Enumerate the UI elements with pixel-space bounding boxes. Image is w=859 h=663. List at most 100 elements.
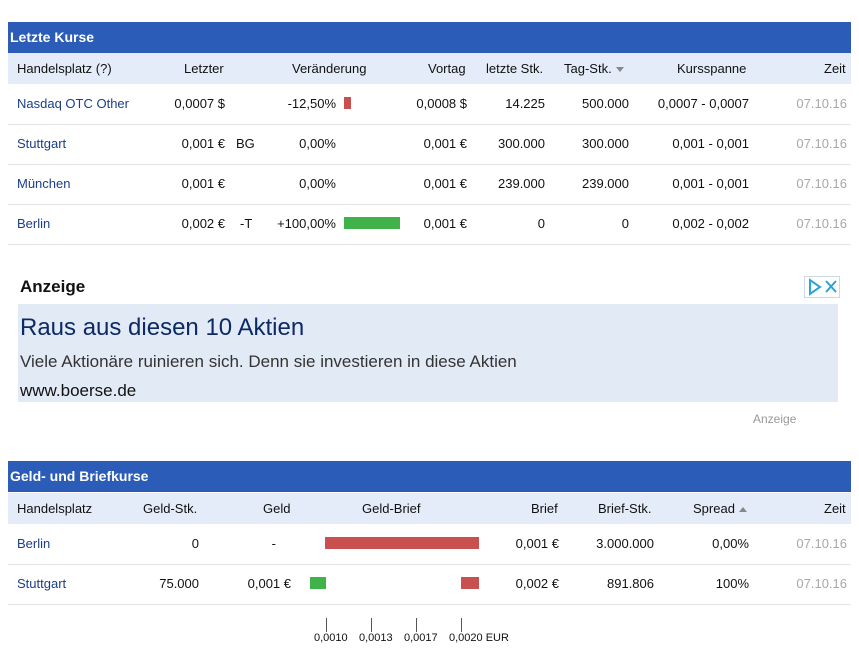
brief-bar — [461, 577, 479, 589]
row-veraenderung: +100,00% — [277, 216, 336, 231]
close-icon[interactable] — [824, 277, 838, 297]
row-letzter: 0,001 € — [181, 176, 225, 191]
row-letzte-stk: 0 — [537, 216, 545, 231]
row-tag-stk: 500.000 — [582, 96, 629, 111]
col-handelsplatz[interactable]: Handelsplatz — [17, 501, 93, 516]
axis-label: 0,0013 — [359, 632, 393, 644]
row-spread: 100% — [715, 576, 749, 591]
col-letzte-stk[interactable]: letzte Stk. — [486, 61, 544, 76]
col-kursspanne[interactable]: Kursspanne — [677, 61, 747, 76]
row-handelsplatz-link[interactable]: Stuttgart — [17, 136, 67, 151]
geld-brief-axis: 0,0010 0,0013 0,0017 0,0020 EUR — [310, 618, 530, 648]
row-vortag: 0,001 € — [423, 176, 467, 191]
col-brief-stk[interactable]: Brief-Stk. — [598, 501, 652, 516]
row-geld: 0,001 € — [247, 576, 291, 591]
col-geld[interactable]: Geld — [263, 501, 291, 516]
row-tag-stk: 0 — [621, 216, 629, 231]
table-row: Berlin 0,002 € -T +100,00% 0,001 € 0 0 0… — [8, 204, 851, 245]
col-vortag[interactable]: Vortag — [428, 61, 466, 76]
ad-url[interactable]: www.boerse.de — [20, 381, 137, 400]
row-zeit: 07.10.16 — [796, 96, 847, 111]
table-row: Stuttgart 0,001 € BG 0,00% 0,001 € 300.0… — [8, 124, 851, 165]
row-zeit: 07.10.16 — [796, 576, 847, 591]
row-geld: - — [271, 536, 276, 551]
col-handelsplatz[interactable]: Handelsplatz (?) — [17, 61, 112, 76]
col-veraenderung[interactable]: Veränderung — [292, 61, 367, 76]
axis-tick — [461, 618, 462, 632]
ad-banner[interactable]: Raus aus diesen 10 Aktien Viele Aktionär… — [18, 304, 838, 402]
row-kursspanne: 0,001 - 0,001 — [672, 176, 749, 191]
row-handelsplatz-link[interactable]: München — [17, 176, 71, 191]
col-spread[interactable]: Spread — [693, 493, 747, 524]
row-letzte-stk: 14.225 — [505, 96, 545, 111]
section-title-letzte-kurse: Letzte Kurse — [8, 22, 851, 53]
row-vortag: 0,0008 $ — [416, 96, 467, 111]
geld-brief-bar — [325, 537, 479, 549]
table-row: Berlin 0 - 0,001 € 3.000.000 0,00% 07.10… — [8, 524, 851, 565]
table-row: Stuttgart 75.000 0,001 € 0,002 € 891.806… — [8, 564, 851, 605]
ad-title[interactable]: Raus aus diesen 10 Aktien — [20, 314, 305, 341]
row-zeit: 07.10.16 — [796, 176, 847, 191]
ad-footer-label: Anzeige — [753, 412, 797, 426]
row-zeit: 07.10.16 — [796, 536, 847, 551]
row-zeit: 07.10.16 — [796, 216, 847, 231]
row-kursspanne: 0,002 - 0,002 — [672, 216, 749, 231]
row-spread: 0,00% — [712, 536, 749, 551]
col-geld-stk[interactable]: Geld-Stk. — [143, 501, 198, 516]
row-tag-stk: 239.000 — [582, 176, 629, 191]
row-kursspanne: 0,0007 - 0,0007 — [657, 96, 749, 111]
col-tag-stk-label: Tag-Stk. — [564, 61, 612, 76]
row-veraenderung: 0,00% — [299, 136, 336, 151]
row-flag: -T — [240, 216, 253, 231]
row-handelsplatz-link[interactable]: Stuttgart — [17, 576, 67, 591]
row-geld-stk: 75.000 — [159, 576, 199, 591]
change-bar-negative — [344, 97, 351, 109]
row-flag: BG — [236, 136, 255, 151]
sort-down-icon — [615, 67, 624, 73]
col-spread-label: Spread — [693, 501, 735, 516]
table-row: Nasdaq OTC Other 0,0007 $ -12,50% 0,0008… — [8, 84, 851, 125]
row-letzte-stk: 239.000 — [498, 176, 545, 191]
axis-label: 0,0010 — [314, 632, 348, 644]
col-letzter[interactable]: Letzter — [184, 61, 224, 76]
row-geld-stk: 0 — [191, 536, 199, 551]
col-tag-stk[interactable]: Tag-Stk. — [564, 53, 624, 84]
row-tag-stk: 300.000 — [582, 136, 629, 151]
ad-description: Viele Aktionäre ruinieren sich. Denn sie… — [20, 352, 517, 371]
section-title-geld-brief: Geld- und Briefkurse — [8, 461, 851, 492]
ad-controls — [804, 276, 840, 298]
row-handelsplatz-link[interactable]: Berlin — [17, 216, 51, 231]
geldbrief-header-row: Handelsplatz Geld-Stk. Geld Geld-Brief B… — [8, 493, 851, 524]
row-letzter: 0,0007 $ — [174, 96, 225, 111]
axis-tick — [326, 618, 327, 632]
row-brief: 0,002 € — [515, 576, 559, 591]
sort-up-icon — [738, 507, 747, 513]
axis-tick — [371, 618, 372, 632]
axis-label: 0,0020 EUR — [449, 632, 509, 644]
ad-label: Anzeige — [20, 277, 86, 296]
adchoices-icon[interactable] — [805, 277, 839, 297]
row-brief: 0,001 € — [515, 536, 559, 551]
row-veraenderung: -12,50% — [287, 96, 336, 111]
row-letzter: 0,002 € — [181, 216, 225, 231]
row-kursspanne: 0,001 - 0,001 — [672, 136, 749, 151]
col-zeit[interactable]: Zeit — [824, 501, 846, 516]
row-vortag: 0,001 € — [423, 136, 467, 151]
kurse-header-row: Handelsplatz (?) Letzter Veränderung Vor… — [8, 53, 851, 84]
row-vortag: 0,001 € — [423, 216, 467, 231]
row-veraenderung: 0,00% — [299, 176, 336, 191]
table-row: München 0,001 € 0,00% 0,001 € 239.000 23… — [8, 164, 851, 205]
row-brief-stk: 891.806 — [607, 576, 654, 591]
change-bar-positive — [344, 217, 400, 229]
col-geld-brief[interactable]: Geld-Brief — [362, 501, 421, 516]
col-zeit[interactable]: Zeit — [824, 61, 846, 76]
row-letzter: 0,001 € — [181, 136, 225, 151]
row-handelsplatz-link[interactable]: Nasdaq OTC Other — [17, 96, 129, 111]
row-zeit: 07.10.16 — [796, 136, 847, 151]
row-letzte-stk: 300.000 — [498, 136, 545, 151]
col-brief[interactable]: Brief — [531, 501, 558, 516]
row-brief-stk: 3.000.000 — [596, 536, 654, 551]
row-handelsplatz-link[interactable]: Berlin — [17, 536, 51, 551]
axis-label: 0,0017 — [404, 632, 438, 644]
axis-tick — [416, 618, 417, 632]
